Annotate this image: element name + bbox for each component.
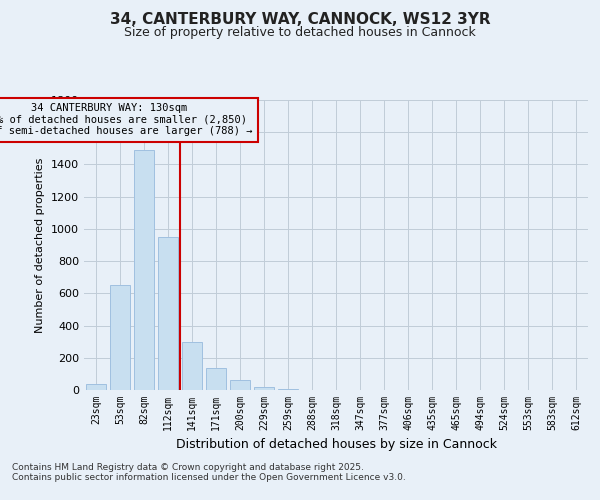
Bar [110, 286, 130, 390]
Y-axis label: Number of detached properties: Number of detached properties [35, 158, 46, 332]
Bar [182, 342, 202, 390]
Bar [86, 384, 106, 390]
Bar [134, 150, 154, 390]
Text: Contains HM Land Registry data © Crown copyright and database right 2025.: Contains HM Land Registry data © Crown c… [12, 462, 364, 471]
Bar [158, 237, 178, 390]
Text: 34 CANTERBURY WAY: 130sqm
← 78% of detached houses are smaller (2,850)
22% of se: 34 CANTERBURY WAY: 130sqm ← 78% of detac… [0, 103, 253, 136]
Bar [278, 389, 298, 390]
Bar [230, 380, 250, 390]
Text: Size of property relative to detached houses in Cannock: Size of property relative to detached ho… [124, 26, 476, 39]
Bar [206, 368, 226, 390]
X-axis label: Distribution of detached houses by size in Cannock: Distribution of detached houses by size … [176, 438, 497, 452]
Text: Contains public sector information licensed under the Open Government Licence v3: Contains public sector information licen… [12, 472, 406, 482]
Bar [254, 387, 274, 390]
Text: 34, CANTERBURY WAY, CANNOCK, WS12 3YR: 34, CANTERBURY WAY, CANNOCK, WS12 3YR [110, 12, 490, 28]
